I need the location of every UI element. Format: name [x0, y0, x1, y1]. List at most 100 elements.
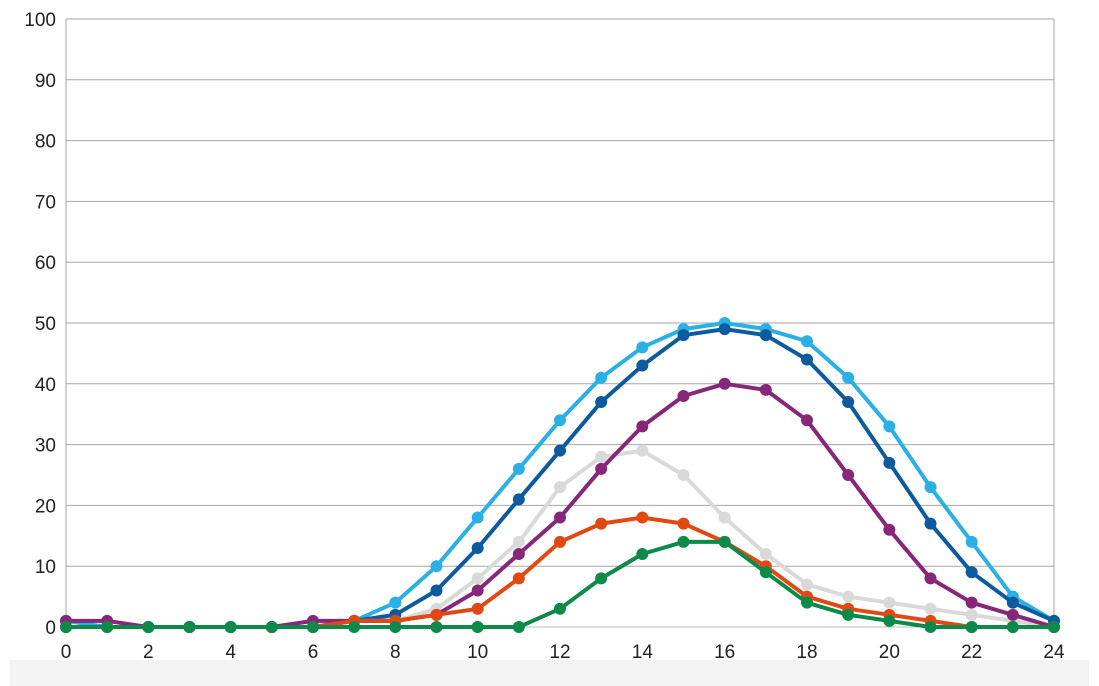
series-2-point-10	[471, 541, 484, 554]
series-6-point-10	[471, 621, 484, 633]
series-6-point-16	[718, 535, 731, 548]
series-1-point-19	[842, 371, 855, 384]
series-1-point-11	[512, 462, 525, 475]
series-2-point-15	[677, 329, 690, 342]
series-1-point-14	[636, 341, 649, 354]
series-1-point-18	[801, 335, 813, 348]
series-6-point-8	[389, 621, 402, 633]
series-6-point-9	[430, 621, 443, 633]
series-1-point-20	[883, 420, 896, 433]
series-2-point-22	[965, 566, 978, 579]
series-6-point-22	[965, 621, 978, 633]
series-2-point-23	[1006, 596, 1019, 609]
series-1-line	[64, 321, 1056, 629]
y-tick-label-60: 60	[35, 253, 56, 274]
series-6-point-13	[595, 572, 608, 585]
series-3-point-12	[554, 481, 566, 494]
x-tick-label-20: 20	[879, 642, 900, 663]
series-3-point-20	[883, 596, 896, 609]
series-1-point-22	[965, 535, 978, 548]
x-axis-ticks: 0 2 4 6 8 10 12 14 16 18 20 22 24	[61, 642, 1065, 663]
x-tick-label-22: 22	[961, 642, 982, 663]
y-tick-label-10: 10	[35, 557, 56, 578]
series-1-point-12	[554, 414, 566, 427]
series-6-point-21	[924, 621, 937, 633]
series-2-point-20	[883, 456, 896, 469]
series-5-point-12	[554, 535, 566, 548]
series-3-point-13	[595, 450, 608, 463]
x-tick-label-24: 24	[1043, 642, 1065, 663]
x-tick-label-8: 8	[390, 642, 401, 663]
series-4-point-20	[883, 523, 896, 536]
series-2-point-18	[801, 353, 813, 366]
series-5-point-9	[430, 608, 443, 621]
series-6-point-5	[265, 621, 278, 633]
series-6-point-19	[842, 608, 855, 621]
series-4-point-19	[842, 469, 855, 481]
series-6-point-15	[677, 535, 690, 548]
series-3-point-19	[842, 590, 855, 603]
bottom-strip	[10, 660, 1089, 686]
series-5-point-14	[636, 511, 649, 524]
series-2-point-21	[924, 517, 937, 530]
series-3-point-15	[677, 469, 690, 481]
series-2-point-14	[636, 359, 649, 372]
series-4-point-17	[759, 383, 772, 396]
series-4-point-13	[595, 462, 608, 475]
axes	[65, 19, 1055, 627]
series-4-point-23	[1006, 608, 1019, 621]
series-2-point-16	[718, 323, 731, 336]
series-4-point-21	[924, 572, 937, 585]
y-tick-label-30: 30	[35, 436, 56, 457]
x-tick-label-16: 16	[714, 642, 735, 663]
series-5-point-10	[471, 602, 484, 615]
y-tick-label-90: 90	[35, 71, 56, 92]
series-1	[60, 317, 1060, 633]
y-tick-label-50: 50	[35, 314, 56, 335]
series-6-point-11	[512, 621, 525, 633]
y-tick-label-70: 70	[35, 192, 56, 213]
x-tick-label-18: 18	[796, 642, 817, 663]
series-3-point-14	[636, 444, 649, 457]
x-tick-label-0: 0	[61, 642, 72, 663]
gridlines	[66, 18, 1054, 628]
series-4-point-12	[554, 511, 566, 524]
series-6-point-0	[60, 621, 72, 633]
series-3-point-16	[718, 511, 731, 524]
series-4-point-16	[718, 377, 731, 390]
series-3-point-21	[924, 602, 937, 615]
series-3-point-17	[759, 548, 772, 561]
series-6-point-23	[1006, 621, 1019, 633]
series-2-point-12	[554, 444, 566, 457]
series-4-point-14	[636, 420, 649, 433]
series-1-point-8	[389, 596, 402, 609]
series-2-point-11	[512, 493, 525, 506]
series-6-point-20	[883, 614, 896, 627]
series-6-point-12	[554, 602, 566, 615]
series-5-point-13	[595, 517, 608, 530]
series-2-point-9	[430, 584, 443, 597]
x-tick-label-14: 14	[632, 642, 654, 663]
series-4-point-15	[677, 389, 690, 402]
series-6-point-17	[759, 566, 772, 579]
series-4-point-18	[801, 414, 813, 427]
series-1-point-9	[430, 560, 443, 573]
x-tick-label-12: 12	[549, 642, 570, 663]
series-6-point-1	[101, 621, 114, 633]
x-tick-label-10: 10	[467, 642, 488, 663]
series-2-line	[64, 327, 1056, 629]
series-2	[60, 323, 1060, 633]
series-6-point-24	[1048, 621, 1060, 633]
series-6-point-2	[142, 621, 155, 633]
series-4-point-22	[965, 596, 978, 609]
y-tick-label-20: 20	[35, 496, 56, 517]
series-1-point-13	[595, 371, 608, 384]
series-1-point-21	[924, 481, 937, 494]
series-6-point-4	[224, 621, 237, 633]
series-6	[60, 535, 1060, 633]
series-5-point-15	[677, 517, 690, 530]
series-3-point-11	[512, 535, 525, 548]
x-tick-label-2: 2	[143, 642, 154, 663]
